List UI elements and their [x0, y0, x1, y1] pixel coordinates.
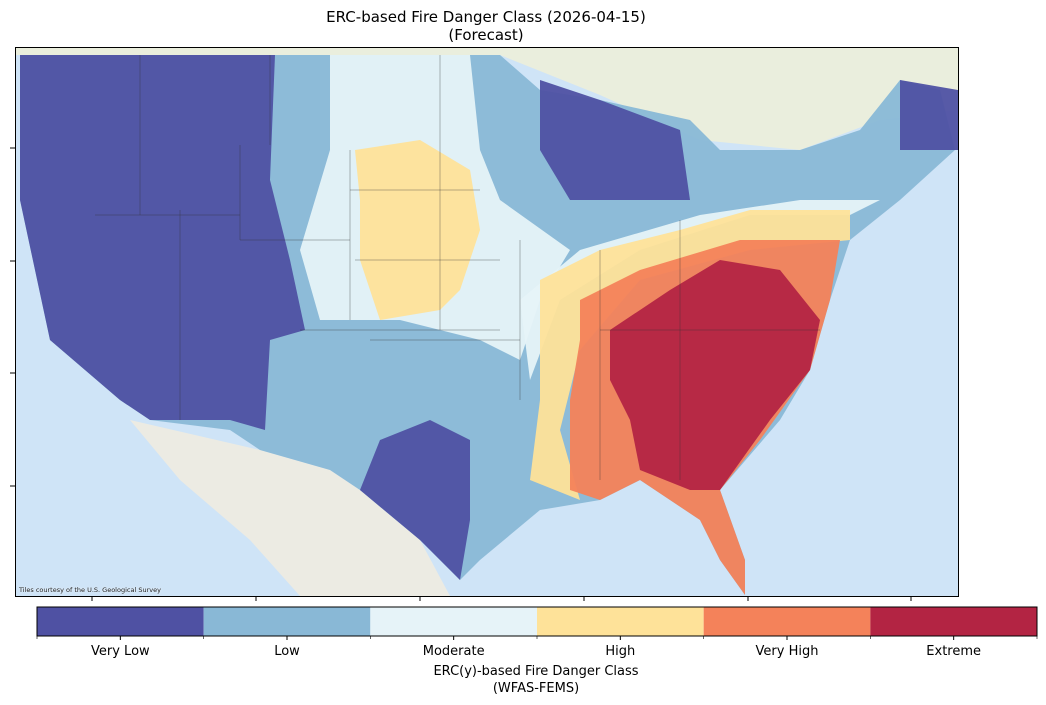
- colorbar-frame: [36, 606, 1038, 637]
- region-extreme-southeast: [610, 260, 820, 490]
- colorbar-swatch: [703, 607, 871, 636]
- region-moderate-east: [520, 200, 880, 380]
- colorbar-sublabel: (WFAS-FEMS): [492, 681, 580, 696]
- colorbar-label: ERC(y)-based Fire Danger Class: [433, 664, 639, 679]
- region-very-low-west: [20, 55, 305, 430]
- fire-danger-map: [15, 47, 959, 597]
- colorbar-tick-label: High: [605, 644, 636, 659]
- colorbar-swatch: [203, 607, 371, 636]
- colorbar-tick-label: Extreme: [926, 644, 982, 659]
- map-attribution: Tiles courtesy of the U.S. Geological Su…: [19, 586, 161, 594]
- colorbar-tick-label: Low: [274, 644, 300, 659]
- region-high-plains: [355, 140, 480, 320]
- region-very-low-texas: [360, 420, 470, 580]
- chart-subtitle: (Forecast): [448, 26, 524, 44]
- state-borders: [95, 55, 820, 480]
- colorbar-swatch: [870, 607, 1037, 636]
- colorbar-swatch: [537, 607, 704, 636]
- colorbar-tick-label: Very Low: [91, 644, 150, 659]
- mexico-land: [130, 420, 450, 596]
- region-high-east: [530, 210, 850, 500]
- map-frame: [15, 47, 959, 597]
- chart-title: ERC-based Fire Danger Class (2026-04-15): [326, 8, 646, 26]
- region-very-low-northeast: [900, 80, 958, 150]
- region-very-low-great-lakes: [540, 80, 690, 200]
- colorbar-swatch: [370, 607, 537, 636]
- colorbar: [36, 606, 1038, 640]
- colorbar-tick-label: Very High: [755, 644, 819, 659]
- colorbar-swatch: [37, 607, 204, 636]
- colorbar-tick-label: Moderate: [422, 644, 485, 659]
- canada-land: [15, 47, 958, 150]
